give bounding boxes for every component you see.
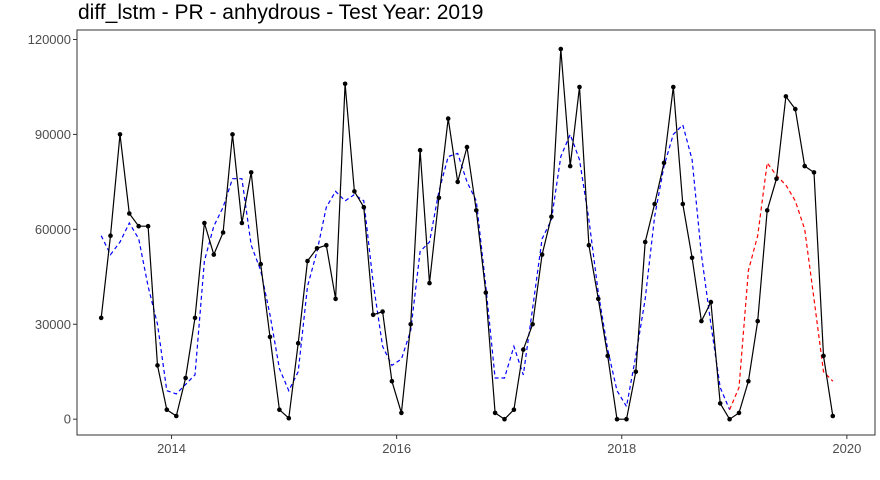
y-tick-label: 30000 xyxy=(35,317,71,332)
data-point xyxy=(530,322,535,327)
data-point xyxy=(811,170,817,175)
axes: 0 30000 60000 90000 120000 2014 2016 2018 2020 xyxy=(28,32,862,456)
data-point xyxy=(614,416,620,422)
data-point xyxy=(830,413,836,419)
data-point xyxy=(567,163,573,169)
data-point xyxy=(793,106,798,112)
data-point xyxy=(164,407,170,413)
data-point xyxy=(671,84,676,90)
data-point xyxy=(755,318,760,324)
data-point xyxy=(174,413,179,419)
y-tick-label: 0 xyxy=(64,412,71,427)
data-point xyxy=(108,233,113,238)
data-point xyxy=(427,280,432,286)
data-point xyxy=(220,230,226,235)
x-tick-label: 2020 xyxy=(832,441,861,456)
data-point xyxy=(783,94,789,99)
data-point xyxy=(746,378,751,384)
data-point xyxy=(521,347,526,352)
data-point xyxy=(624,416,629,422)
data-point xyxy=(502,416,507,422)
data-point xyxy=(324,242,329,248)
data-point xyxy=(267,334,273,340)
data-point xyxy=(483,290,489,295)
data-point xyxy=(192,315,198,321)
x-tick-label: 2014 xyxy=(157,441,186,456)
data-point xyxy=(680,201,686,207)
series-line-2 xyxy=(729,161,834,410)
data-point xyxy=(277,407,282,413)
data-point xyxy=(464,144,470,150)
data-point xyxy=(408,322,414,327)
data-point xyxy=(605,353,610,359)
data-point xyxy=(708,299,714,305)
data-point xyxy=(445,116,451,121)
data-point xyxy=(333,296,338,302)
data-point xyxy=(821,353,826,359)
data-point xyxy=(633,369,639,375)
data-point xyxy=(736,410,742,416)
data-point xyxy=(389,378,395,384)
data-point xyxy=(314,246,320,251)
data-point xyxy=(549,214,554,219)
data-point xyxy=(380,309,385,314)
data-point xyxy=(230,132,235,137)
chart-title: diff_lstm - PR - anhydrous - Test Year: … xyxy=(78,1,484,24)
series-layer xyxy=(98,46,836,422)
data-point xyxy=(127,211,132,216)
data-point xyxy=(727,416,732,422)
y-tick-label: 90000 xyxy=(35,127,71,142)
data-point xyxy=(295,340,301,346)
data-point xyxy=(361,204,367,210)
data-point xyxy=(539,252,545,257)
data-point xyxy=(258,261,264,267)
data-point xyxy=(774,176,779,181)
data-point xyxy=(286,415,292,421)
x-tick-label: 2018 xyxy=(607,441,636,456)
data-point xyxy=(577,84,582,90)
data-point xyxy=(492,410,498,416)
data-point xyxy=(211,252,217,257)
data-point xyxy=(145,223,151,229)
data-point xyxy=(239,220,245,226)
y-tick-label: 60000 xyxy=(35,222,71,237)
data-point xyxy=(558,46,564,52)
data-point xyxy=(136,223,141,229)
data-point xyxy=(342,81,348,87)
series-line-1 xyxy=(100,123,731,410)
data-point xyxy=(436,195,442,200)
data-point xyxy=(717,401,723,406)
data-point xyxy=(183,375,188,381)
data-point xyxy=(352,189,357,194)
data-point xyxy=(764,208,770,213)
data-point xyxy=(370,312,376,318)
data-point xyxy=(699,318,704,324)
data-point xyxy=(455,179,461,185)
series-line-0 xyxy=(100,48,834,421)
data-point xyxy=(802,163,807,169)
data-point xyxy=(652,201,657,207)
data-point xyxy=(202,220,207,226)
y-tick-label: 120000 xyxy=(28,32,71,47)
data-point xyxy=(586,242,592,248)
data-point xyxy=(642,239,648,245)
data-point xyxy=(155,363,160,368)
data-point xyxy=(689,255,695,261)
data-point xyxy=(399,410,404,416)
data-point xyxy=(417,147,423,153)
data-point xyxy=(474,208,479,213)
x-tick-label: 2016 xyxy=(382,441,411,456)
data-point xyxy=(596,296,601,302)
data-point xyxy=(661,160,667,166)
plot-panel-border xyxy=(76,29,876,436)
data-point xyxy=(511,407,517,413)
data-point xyxy=(117,132,123,137)
data-point xyxy=(248,170,254,175)
data-point xyxy=(305,258,310,264)
data-point xyxy=(98,315,104,321)
